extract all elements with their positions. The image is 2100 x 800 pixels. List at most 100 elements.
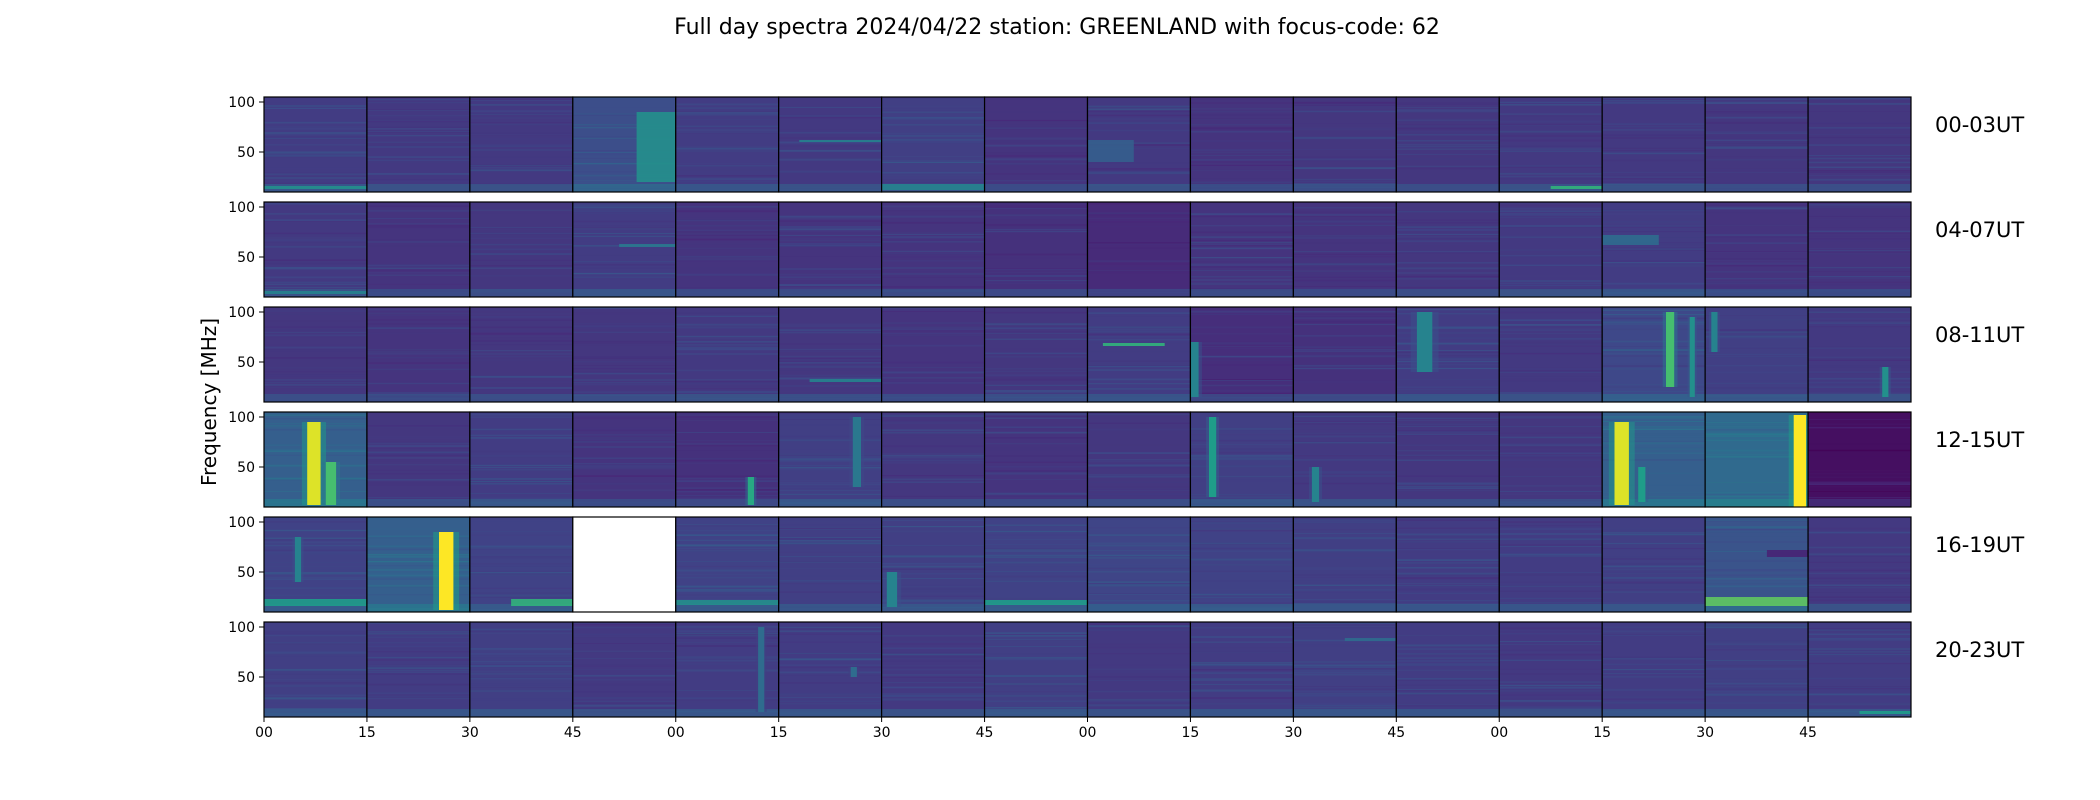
spectrum-panel bbox=[572, 97, 676, 192]
texture-line bbox=[1808, 491, 1911, 492]
radio-burst bbox=[1209, 417, 1217, 497]
texture-line bbox=[1602, 442, 1706, 444]
panel-background bbox=[778, 517, 882, 612]
texture-line bbox=[1808, 326, 1911, 328]
noise-floor bbox=[1396, 184, 1500, 192]
texture-line bbox=[1499, 148, 1603, 150]
x-tick-label: 30 bbox=[461, 725, 479, 741]
texture-line bbox=[1396, 487, 1500, 490]
texture-line bbox=[778, 448, 882, 450]
texture-line bbox=[366, 497, 470, 498]
texture-line bbox=[1293, 272, 1397, 275]
texture-line bbox=[1293, 346, 1397, 348]
texture-line bbox=[675, 577, 779, 579]
texture-line bbox=[881, 674, 985, 676]
radio-burst bbox=[850, 667, 857, 677]
texture-line bbox=[572, 227, 676, 229]
texture-line bbox=[469, 649, 573, 652]
texture-line bbox=[984, 207, 1088, 210]
texture-line bbox=[675, 497, 779, 500]
texture-line bbox=[1293, 255, 1397, 256]
texture-line bbox=[469, 384, 573, 386]
texture-line bbox=[366, 631, 470, 633]
texture-line bbox=[778, 629, 882, 630]
texture-line bbox=[1293, 253, 1397, 255]
interference-line bbox=[264, 186, 367, 189]
texture-line bbox=[1190, 161, 1294, 163]
texture-line bbox=[1499, 256, 1603, 258]
texture-line bbox=[778, 671, 882, 674]
panel-background bbox=[1499, 517, 1603, 612]
noise-floor bbox=[469, 604, 573, 612]
texture-line bbox=[264, 698, 367, 700]
texture-line bbox=[881, 643, 985, 645]
texture-line bbox=[1293, 99, 1397, 100]
texture-line bbox=[984, 675, 1088, 677]
texture-line bbox=[1808, 654, 1911, 655]
texture-line bbox=[1705, 691, 1809, 693]
interference-line bbox=[984, 600, 1088, 605]
texture-line bbox=[881, 344, 985, 347]
texture-line bbox=[572, 368, 676, 370]
texture-line bbox=[984, 479, 1088, 480]
texture-line bbox=[1293, 216, 1397, 217]
texture-line bbox=[1087, 557, 1191, 559]
texture-line bbox=[1396, 167, 1500, 170]
texture-line bbox=[1808, 312, 1911, 313]
texture-line bbox=[778, 591, 882, 593]
texture-line bbox=[1602, 688, 1706, 690]
texture-line bbox=[1190, 282, 1294, 284]
texture-line bbox=[1396, 572, 1500, 575]
texture-line bbox=[572, 272, 676, 275]
texture-line bbox=[469, 667, 573, 670]
texture-line bbox=[1293, 669, 1397, 672]
texture-line bbox=[1293, 454, 1397, 456]
texture-line bbox=[264, 156, 367, 158]
texture-line bbox=[1293, 549, 1397, 552]
texture-line bbox=[1808, 443, 1911, 445]
texture-line bbox=[1396, 691, 1500, 694]
texture-line bbox=[1499, 113, 1603, 115]
texture-line bbox=[984, 377, 1088, 379]
texture-line bbox=[1293, 442, 1397, 444]
texture-line bbox=[778, 537, 882, 540]
texture-line bbox=[1705, 435, 1809, 437]
texture-line bbox=[881, 108, 985, 111]
texture-line bbox=[366, 651, 470, 653]
texture-line bbox=[264, 550, 367, 552]
texture-line bbox=[881, 367, 985, 368]
texture-line bbox=[1602, 175, 1706, 177]
texture-line bbox=[366, 274, 470, 276]
texture-line bbox=[469, 687, 573, 688]
texture-line bbox=[1396, 430, 1500, 432]
texture-line bbox=[1293, 127, 1397, 130]
texture-line bbox=[675, 623, 779, 625]
texture-line bbox=[1602, 260, 1706, 263]
x-tick-label: 15 bbox=[358, 725, 376, 741]
texture-line bbox=[366, 464, 470, 466]
texture-line bbox=[1087, 342, 1191, 344]
spectrum-panel bbox=[1396, 97, 1500, 192]
texture-line bbox=[469, 381, 573, 383]
texture-line bbox=[675, 219, 779, 222]
texture-line bbox=[469, 353, 573, 355]
noise-floor bbox=[1499, 604, 1603, 612]
texture-line bbox=[1705, 527, 1809, 529]
noise-floor bbox=[1705, 289, 1809, 297]
texture-line bbox=[778, 542, 882, 545]
panel-background bbox=[984, 412, 1088, 507]
texture-line bbox=[1087, 383, 1191, 385]
texture-line bbox=[469, 388, 573, 390]
texture-line bbox=[1808, 482, 1911, 484]
texture-line bbox=[1602, 210, 1706, 213]
texture-line bbox=[1499, 380, 1603, 382]
texture-line bbox=[881, 117, 985, 120]
texture-line bbox=[1602, 689, 1706, 691]
texture-line bbox=[984, 633, 1088, 635]
texture-line bbox=[675, 625, 779, 628]
texture-line bbox=[469, 434, 573, 437]
y-tick-label: 100 bbox=[228, 200, 255, 216]
spectrum-panel bbox=[1293, 517, 1397, 612]
texture-line bbox=[366, 272, 470, 274]
texture-line bbox=[1808, 569, 1911, 572]
